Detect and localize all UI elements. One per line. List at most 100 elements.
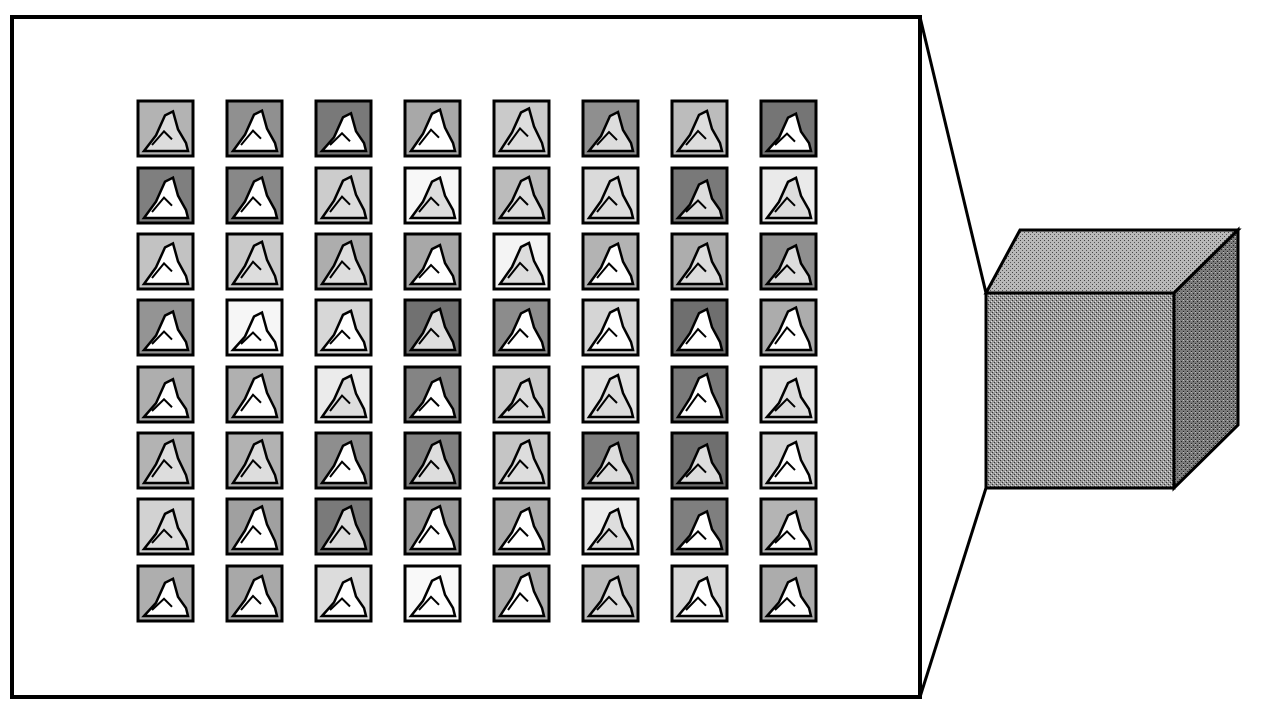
feature-map (314, 298, 373, 357)
bird-detail (329, 260, 351, 279)
feature-map (670, 232, 729, 291)
feature-map (759, 497, 818, 556)
feature-map (136, 298, 195, 357)
feature-map (670, 365, 729, 424)
projection-line (918, 16, 988, 294)
bird-detail (774, 596, 796, 611)
bird-detail (774, 326, 796, 345)
cube (983, 226, 1242, 492)
bird-detail (507, 195, 529, 213)
feature-map (225, 365, 284, 424)
bird-detail (596, 461, 618, 478)
feature-map (492, 564, 551, 623)
feature-map (403, 564, 462, 623)
bird-detail (329, 195, 351, 213)
feature-map (136, 431, 195, 490)
bird-detail (329, 597, 351, 611)
bird-detail (151, 397, 173, 412)
feature-map (225, 431, 284, 490)
bird-detail (774, 460, 796, 478)
bird-detail (329, 329, 351, 345)
bird-detail (685, 529, 707, 544)
feature-map (759, 431, 818, 490)
feature-map (403, 365, 462, 424)
feature-map (759, 365, 818, 424)
feature-map (136, 365, 195, 424)
feature-map (136, 564, 195, 623)
bird-detail (329, 524, 351, 544)
feature-map (670, 431, 729, 490)
bird-detail (685, 392, 707, 412)
feature-map (670, 166, 729, 225)
bird-detail (507, 327, 529, 345)
feature-map (314, 365, 373, 424)
feature-map-grid (136, 99, 818, 623)
bird-detail (507, 126, 529, 146)
bird-detail (596, 262, 618, 279)
bird-detail (240, 393, 262, 412)
bird-detail (596, 130, 618, 146)
feature-map (759, 99, 818, 158)
feature-map (670, 99, 729, 158)
bird-detail (596, 527, 618, 544)
bird-detail (151, 597, 173, 611)
feature-map (403, 431, 462, 490)
feature-map (314, 232, 373, 291)
feature-map (581, 497, 640, 556)
feature-map (581, 431, 640, 490)
feature-map (136, 166, 195, 225)
feature-map (759, 298, 818, 357)
bird-detail (507, 261, 529, 279)
feature-map (314, 564, 373, 623)
bird-detail (774, 530, 796, 544)
feature-map (225, 232, 284, 291)
feature-map (581, 298, 640, 357)
bird-detail (418, 196, 440, 213)
bird-detail (596, 393, 618, 412)
feature-map (314, 431, 373, 490)
feature-map (581, 564, 640, 623)
bird-detail (418, 595, 440, 611)
bird-detail (685, 262, 707, 279)
feature-map (492, 431, 551, 490)
feature-map (403, 298, 462, 357)
bird-detail (596, 595, 618, 611)
bird-detail (151, 129, 173, 146)
feature-map (136, 232, 195, 291)
bird-detail (418, 128, 440, 146)
bird-detail (151, 528, 173, 544)
feature-map (670, 564, 729, 623)
feature-map (225, 99, 284, 158)
feature-map (314, 99, 373, 158)
feature-map (403, 99, 462, 158)
bird-detail (685, 596, 707, 611)
bird-detail (418, 327, 440, 345)
bird-detail (685, 129, 707, 146)
feature-map (314, 497, 373, 556)
bird-detail (507, 458, 529, 478)
feature-map (136, 497, 195, 556)
bird-detail (240, 196, 262, 213)
bird-detail (685, 327, 707, 345)
bird-detail (329, 460, 351, 478)
feature-map (492, 365, 551, 424)
feature-map (492, 232, 551, 291)
bird-detail (240, 331, 262, 345)
bird-detail (240, 260, 262, 279)
bird-detail (507, 397, 529, 412)
bird-detail (418, 396, 440, 412)
bird-detail (774, 196, 796, 213)
bird-detail (596, 195, 618, 213)
bird-detail (685, 463, 707, 478)
bird-detail (685, 199, 707, 213)
bird-detail (507, 591, 529, 611)
feature-map (581, 365, 640, 424)
feature-map (581, 99, 640, 158)
feature-map (492, 497, 551, 556)
bird-detail (240, 458, 262, 478)
feature-map (492, 166, 551, 225)
bird-detail (329, 394, 351, 412)
bird-detail (418, 263, 440, 279)
projection-line (918, 487, 988, 698)
